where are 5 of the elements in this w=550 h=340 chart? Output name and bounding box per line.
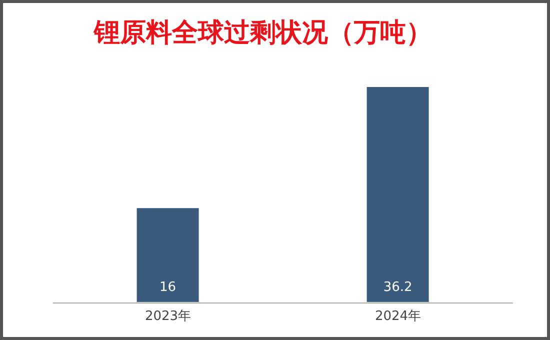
- x-tick-label: 2024年: [374, 309, 422, 324]
- x-tick-label: 2023年: [144, 309, 192, 324]
- data-label: 16: [160, 280, 176, 295]
- chart-title: 锂原料全球过剩状况（万吨）: [92, 17, 433, 50]
- data-label: 36.2: [383, 280, 412, 295]
